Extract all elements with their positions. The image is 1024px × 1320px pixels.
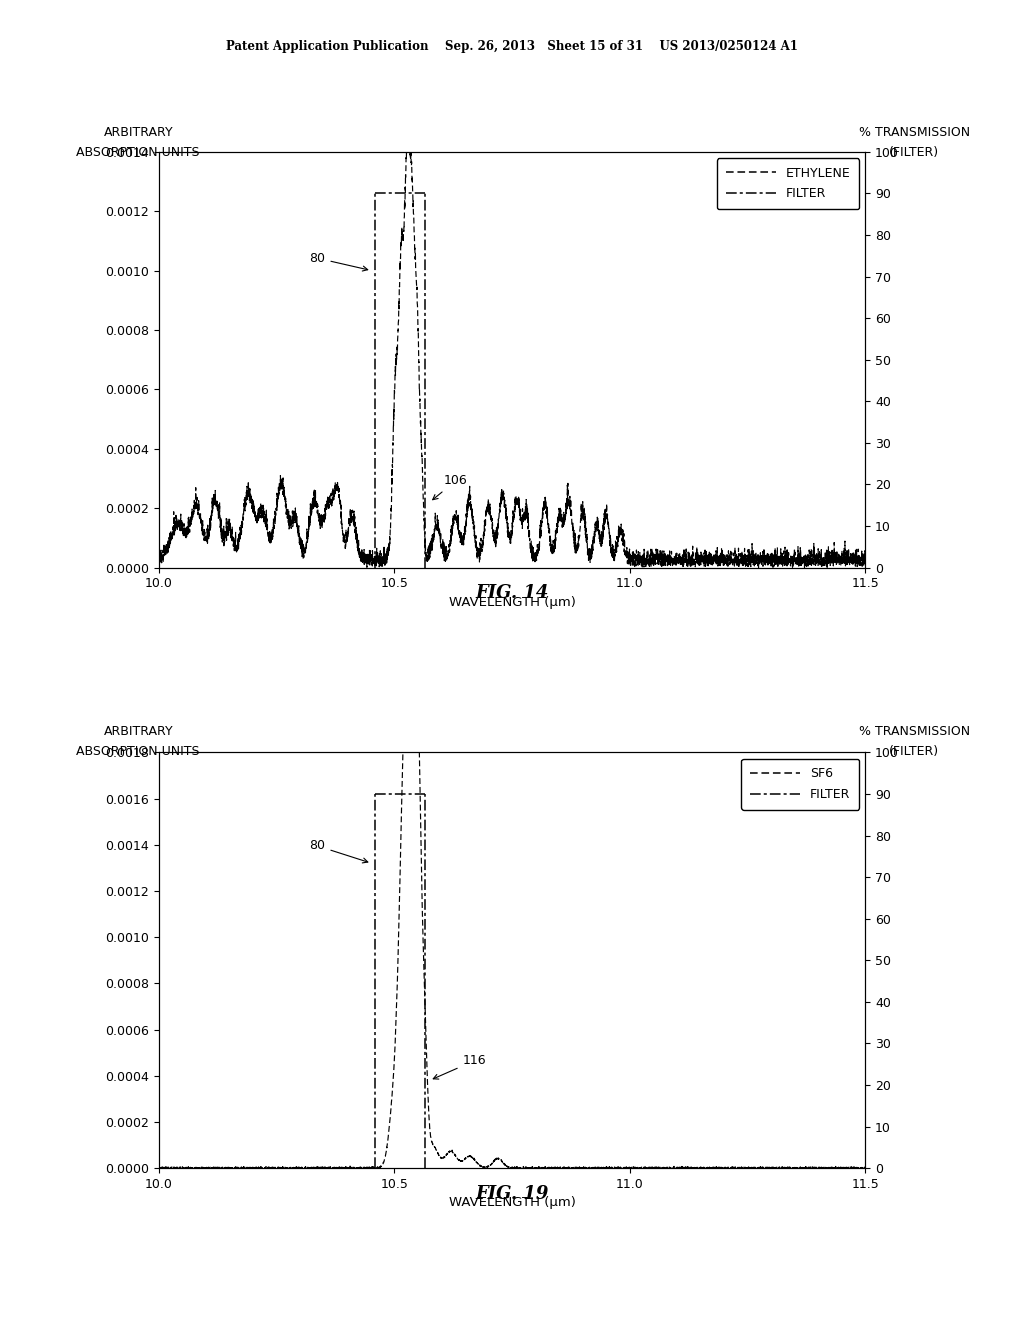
Text: 106: 106	[433, 474, 467, 500]
Text: FIG. 14: FIG. 14	[475, 583, 549, 602]
Text: ABSORPTION UNITS: ABSORPTION UNITS	[77, 145, 200, 158]
Text: 80: 80	[309, 252, 368, 271]
X-axis label: WAVELENGTH (μm): WAVELENGTH (μm)	[449, 1196, 575, 1209]
Legend: ETHYLENE, FILTER: ETHYLENE, FILTER	[717, 158, 859, 209]
Text: FIG. 19: FIG. 19	[475, 1184, 549, 1203]
Text: (FILTER): (FILTER)	[890, 145, 939, 158]
X-axis label: WAVELENGTH (μm): WAVELENGTH (μm)	[449, 595, 575, 609]
Text: % TRANSMISSION: % TRANSMISSION	[859, 125, 970, 139]
Legend: SF6, FILTER: SF6, FILTER	[741, 759, 859, 809]
Text: ARBITRARY: ARBITRARY	[103, 125, 173, 139]
Text: (FILTER): (FILTER)	[890, 744, 939, 758]
Text: Patent Application Publication    Sep. 26, 2013   Sheet 15 of 31    US 2013/0250: Patent Application Publication Sep. 26, …	[226, 40, 798, 53]
Text: 116: 116	[433, 1055, 486, 1078]
Text: ABSORPTION UNITS: ABSORPTION UNITS	[77, 744, 200, 758]
Text: 80: 80	[309, 840, 368, 863]
Text: ARBITRARY: ARBITRARY	[103, 725, 173, 738]
Text: % TRANSMISSION: % TRANSMISSION	[859, 725, 970, 738]
